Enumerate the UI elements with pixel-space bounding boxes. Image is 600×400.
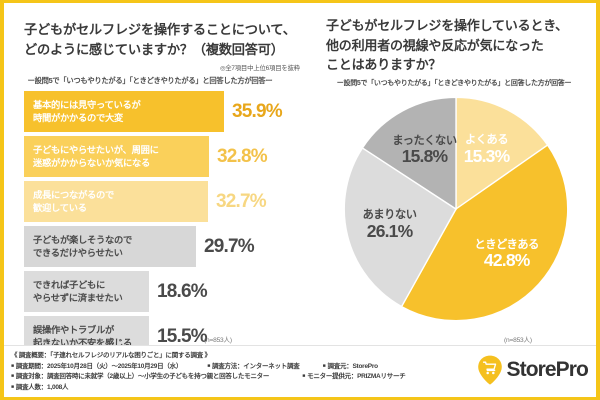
footer-line-3: 調査対象：調査回答時に未就学（2歳以上）～小学生の子どもを持つ親と回答したモニタ… xyxy=(11,372,596,383)
pie-slice xyxy=(361,96,457,211)
pie-slice xyxy=(400,144,569,322)
bar-label-line: 誤操作やトラブルが xyxy=(33,324,114,335)
pie-svg xyxy=(343,96,569,322)
bar-row: 基本的には見守っているが 時間がかかるので大変 35.9% xyxy=(24,91,309,132)
footer-target: 調査対象：調査回答時に未就学（2歳以上）～小学生の子どもを持つ親と回答したモニタ… xyxy=(11,372,270,383)
pie-slice-percent: 26.1% xyxy=(366,220,413,241)
cart-pin-icon xyxy=(477,355,502,385)
left-excerpt-note: ◎全7項目中上位6項目を抜粋 xyxy=(219,64,300,72)
footer-period: 調査期間：2025年10月28日（火）～2025年10月29日（水） xyxy=(11,362,183,373)
pie-slice-percent: 15.3% xyxy=(463,145,510,166)
pie-slice-name: まったくない xyxy=(392,134,457,147)
bar-segment: 子どもが楽しそうなので できるだけやらせたい xyxy=(24,226,196,267)
bar-row: 成長につながるので 歓迎している 32.7% xyxy=(24,181,309,222)
footer-source: 調査元：StorePro xyxy=(323,362,378,373)
bar-segment: 成長につながるので 歓迎している xyxy=(24,181,208,222)
footer-count: 調査人数：1,008人 xyxy=(11,383,69,394)
right-title-line-3: ことはありますか？ xyxy=(326,57,442,72)
bar-label-line: 基本的には見守っているが xyxy=(33,99,141,110)
left-condition-note: ー設問5で「いつもやりたがる」「ときどきやりたがる」と回答した方が回答ー xyxy=(27,75,273,85)
pie-slice-label: よくある 15.3% xyxy=(464,134,510,166)
pie-slice-percent: 15.8% xyxy=(401,146,448,167)
bar-segment: 子どもにやらせたいが、周囲に 迷惑がかからないか気になる xyxy=(24,136,209,177)
bar-value-label: 32.7% xyxy=(216,190,267,212)
pie-slice-label: まったくない 15.8% xyxy=(392,134,457,167)
bar-value-label: 35.9% xyxy=(232,100,283,122)
footer-line-2: 調査期間：2025年10月28日（火）～2025年10月29日（水） 調査方法：… xyxy=(11,362,596,373)
bar-value-label: 29.7% xyxy=(204,235,255,257)
left-sample-size: (n=853人) xyxy=(204,337,232,344)
bar-label-line: できるだけやらせたい xyxy=(33,247,123,258)
left-title-line-1: 子どもがセルフレジを操作することについて、 xyxy=(24,22,296,37)
footer-method: 調査方法：インターネット調査 xyxy=(207,362,300,373)
bar-row: 子どもが楽しそうなので できるだけやらせたい 29.7% xyxy=(24,226,309,267)
pie-chart: よくある 15.3% ときどきある 42.8% あまりない 26.1% まったくない 15.8… xyxy=(342,95,570,323)
bar-label-line: 子どもが楽しそうなので xyxy=(33,234,132,245)
logo-text: StorePro xyxy=(506,358,589,381)
bar-segment: 基本的には見守っているが 時間がかかるので大変 xyxy=(24,91,224,132)
pie-slice-label: あまりない 26.1% xyxy=(363,209,417,241)
right-title-line-2: 他の利用者の視線や反応が気になった xyxy=(326,37,544,53)
bar-label-line: やらせずに済ませたい xyxy=(33,292,123,303)
bar-row: 子どもにやらせたいが、周囲に 迷惑がかからないか気になる 32.8% xyxy=(24,136,309,177)
bar-label-line: 迷惑がかからないか気になる xyxy=(33,157,150,168)
bar-label-line: 歓迎している xyxy=(33,202,87,213)
bar-label-line: 子どもにやらせたいが、周囲に xyxy=(33,144,159,155)
pie-slice-label: ときどきある 42.8% xyxy=(474,238,540,271)
pie-slice-name: あまりない xyxy=(362,209,417,222)
left-title-line-2: どのように感じていますか？（複数回答可） xyxy=(24,42,284,58)
pie-slice xyxy=(455,96,549,211)
bar-label-line: できれば子どもに xyxy=(33,279,105,290)
pie-slice-name: ときどきある xyxy=(474,238,540,251)
right-question-title: 子どもがセルフレジを操作しているとき、 他の利用者の視線や反応が気になった こと… xyxy=(314,3,600,75)
footer: 《 調査概要：「子連れセルフレジのリアルな困りごと」に関する調査 》 調査期間：… xyxy=(4,345,596,397)
footer-line-4: 調査人数：1,008人 xyxy=(11,383,596,394)
footer-monitor: モニター提供元：PRIZMAリサーチ xyxy=(302,372,406,383)
pie-slice-percent: 42.8% xyxy=(483,250,530,271)
pie-slice xyxy=(343,147,457,308)
left-question-title: 子どもがセルフレジを操作することについて、 どのように感じていますか？（複数回答… xyxy=(4,3,314,61)
right-panel: 子どもがセルフレジを操作しているとき、 他の利用者の視線や反応が気になった こと… xyxy=(314,3,600,348)
bar-label-line: 起きないか不安を感じる xyxy=(33,337,132,348)
bar-value-label: 15.5% xyxy=(157,325,208,347)
right-condition-note: ー設問5で「いつもやりたがる」「ときどきやりたがる」と回答した方が回答ー xyxy=(336,79,572,87)
bar-chart: 基本的には見守っているが 時間がかかるので大変 35.9% 子どもにやらせたいが、周囲… xyxy=(24,91,309,361)
bar-row: できれば子どもにやらせずに済ませたい 18.6% xyxy=(24,271,309,312)
bar-label-line: 成長につながるので xyxy=(33,189,114,200)
bar-label-line: 時間がかかるので大変 xyxy=(33,112,123,123)
bar-segment: できれば子どもにやらせずに済ませたい xyxy=(24,271,149,312)
bar-value-label: 18.6% xyxy=(157,280,208,302)
storepro-logo: StorePro xyxy=(477,355,589,385)
right-title-line-1: 子どもがセルフレジを操作しているとき、 xyxy=(326,18,568,33)
right-sample-size: (n=853人) xyxy=(504,337,532,344)
bar-value-label: 32.8% xyxy=(217,145,268,167)
left-panel: 子どもがセルフレジを操作することについて、 どのように感じていますか？（複数回答… xyxy=(4,3,314,357)
footer-overview: 《 調査概要：「子連れセルフレジのリアルな困りごと」に関する調査 》 xyxy=(11,352,211,359)
pie-slice-name: よくある xyxy=(464,134,509,147)
